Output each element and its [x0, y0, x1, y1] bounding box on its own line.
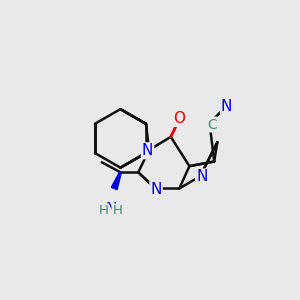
Polygon shape: [111, 172, 121, 190]
Text: C: C: [207, 118, 217, 131]
Text: H: H: [112, 204, 122, 217]
Text: O: O: [173, 111, 185, 126]
Text: N: N: [196, 169, 208, 184]
Text: N: N: [150, 182, 162, 197]
Text: H: H: [98, 204, 108, 217]
Text: N: N: [221, 99, 232, 114]
Text: N: N: [142, 143, 153, 158]
Text: N: N: [105, 202, 117, 217]
